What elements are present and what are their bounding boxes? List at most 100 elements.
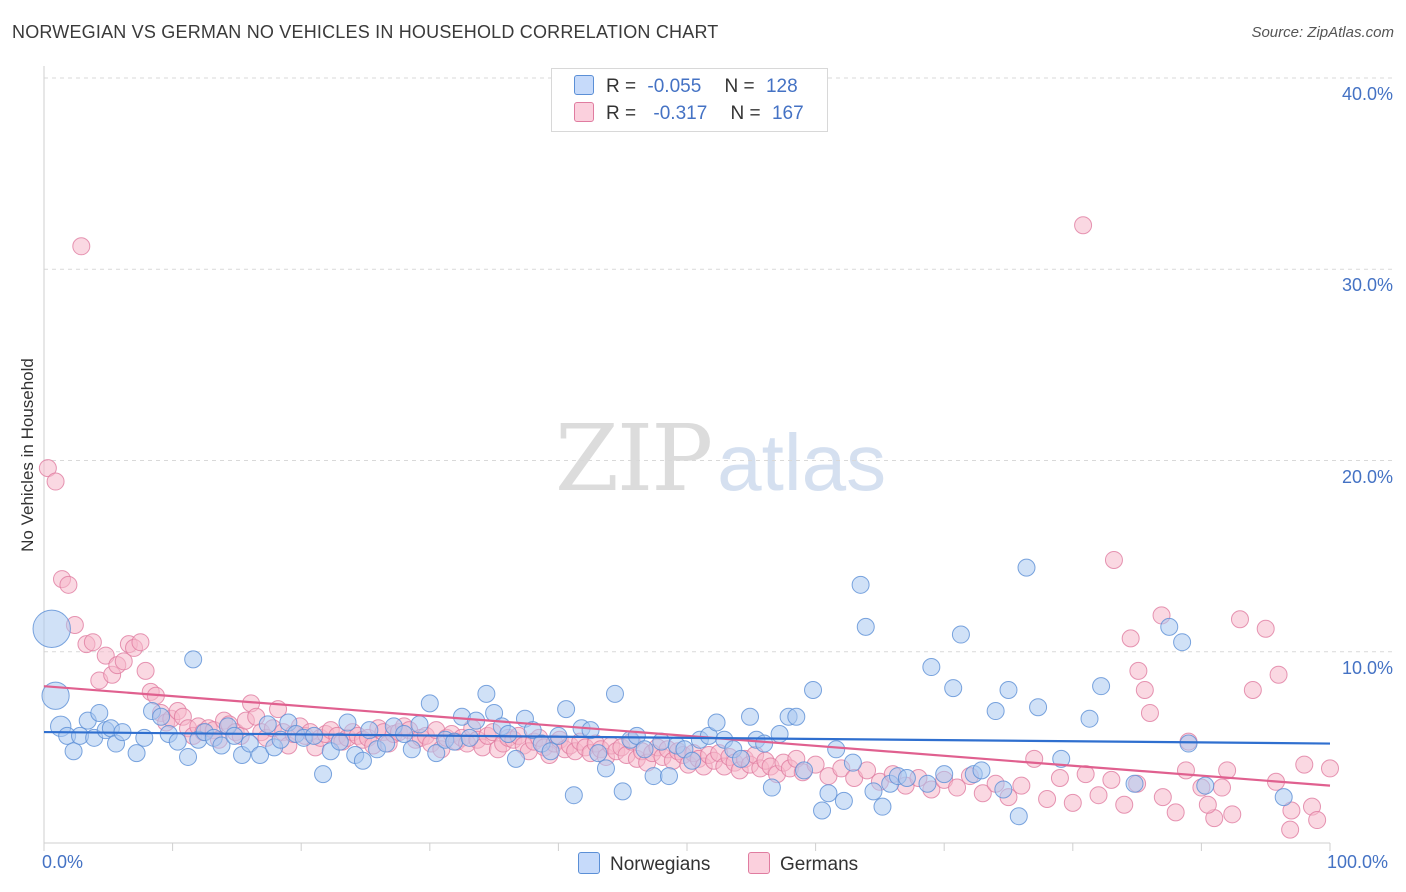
germans-point [1135,681,1154,699]
germans-point [1176,761,1195,780]
norwegians-point [762,778,781,797]
norwegians-point [127,744,146,763]
germans-point [1269,665,1288,684]
germans-swatch [574,102,594,122]
germans-point [948,778,967,797]
norwegians-point [212,736,231,755]
norwegians-point [795,761,814,780]
germans-point [1153,788,1172,807]
norwegians-point [986,702,1005,721]
norwegians-points [32,558,1293,826]
germans-point [1308,811,1327,830]
norwegians-point [1017,558,1036,577]
legend: Norwegians Germans [0,852,1406,878]
norwegians-point [864,782,883,801]
norwegians-point [827,740,846,759]
y-tick-label-2: 30.0% [1341,275,1393,296]
norwegians-point [168,732,187,751]
stats-box: R = -0.055 N = 128 R = -0.317 N = 167 [551,68,828,132]
germans-point [1198,795,1217,814]
norwegians-swatch [574,75,594,95]
germans-trend-line [43,685,1331,787]
norwegians-point [377,734,396,753]
norwegians-point [873,797,892,816]
stats-row-germans: R = -0.317 N = 167 [574,102,804,128]
norwegians-point [314,765,333,784]
norwegians-point [523,721,542,740]
norwegians-point [1052,749,1071,768]
germans-point [136,661,155,680]
norwegians-point [410,715,429,734]
germans-point [1038,790,1057,809]
chart-source: Source: ZipAtlas.com [1251,24,1394,41]
legend-item-germans[interactable]: Germans [748,852,858,876]
norwegians-point [787,707,806,726]
y-tick-label-0: 10.0% [1341,657,1393,678]
germans-n-label: N = [730,103,761,124]
germans-point [96,646,115,665]
legend-swatch-norwegians [578,852,600,874]
norwegians-point [935,765,954,784]
norwegians-point [225,726,244,745]
norwegians-point [994,780,1013,799]
norwegians-point [251,746,270,765]
germans-point [1223,805,1242,824]
norwegians-point [564,786,583,805]
norwegians-point [707,713,726,732]
norwegians-point [741,707,760,726]
norwegians-point [1125,774,1144,793]
norwegians-point [644,767,663,786]
norwegians-point [258,715,277,734]
germans-point [1166,803,1185,822]
norwegians-point [1009,807,1028,826]
norwegians-n-value: 128 [765,76,798,97]
norwegians-point [605,684,624,703]
legend-label-norwegians: Norwegians [610,854,711,875]
norwegians-point [506,749,525,768]
norwegians-point [184,650,203,669]
x-tick-label-min: 0.0% [42,852,84,872]
norwegians-point [897,768,916,787]
legend-item-norwegians[interactable]: Norwegians [578,852,710,876]
norwegians-point [944,679,963,698]
germans-point [38,459,57,478]
norwegians-point [834,791,853,810]
germans-point [858,761,877,780]
norwegians-point [1274,788,1293,807]
germans-point [59,575,78,594]
germans-point [1230,610,1249,629]
germans-point [1129,661,1148,680]
germans-point [46,472,65,491]
norwegians-point [305,726,324,745]
norwegians-r-value: -0.055 [647,76,702,97]
germans-point [1121,629,1140,648]
legend-label-germans: Germans [780,854,859,875]
norwegians-point [64,742,83,761]
legend-swatch-germans [748,852,770,874]
germans-point [1243,681,1262,699]
norwegians-point [1160,617,1179,636]
norwegians-point [179,747,198,766]
norwegians-point [338,713,357,732]
germans-point [1050,768,1069,787]
axes [43,66,1331,851]
norwegians-point [1173,633,1192,652]
norwegians-point [1179,734,1198,753]
norwegians-point [402,740,421,759]
germans-point [1218,761,1237,780]
germans-point [1282,801,1301,820]
chart-title: NORWEGIAN VS GERMAN NO VEHICLES IN HOUSE… [12,22,719,42]
norwegians-point [683,751,702,770]
norwegians-point [240,734,259,753]
germans-point [1321,759,1339,778]
stats-row-norwegians: R = -0.055 N = 128 [574,75,798,101]
y-tick-label-3: 40.0% [1341,84,1393,104]
norwegians-point [951,625,970,644]
germans-r-value: -0.317 [653,103,708,124]
norwegians-point [477,684,496,703]
germans-point [1212,778,1231,797]
germans-point [1089,786,1108,805]
norwegians-point [353,751,372,770]
norwegians-point [918,774,937,793]
norwegians-point [1092,677,1111,696]
